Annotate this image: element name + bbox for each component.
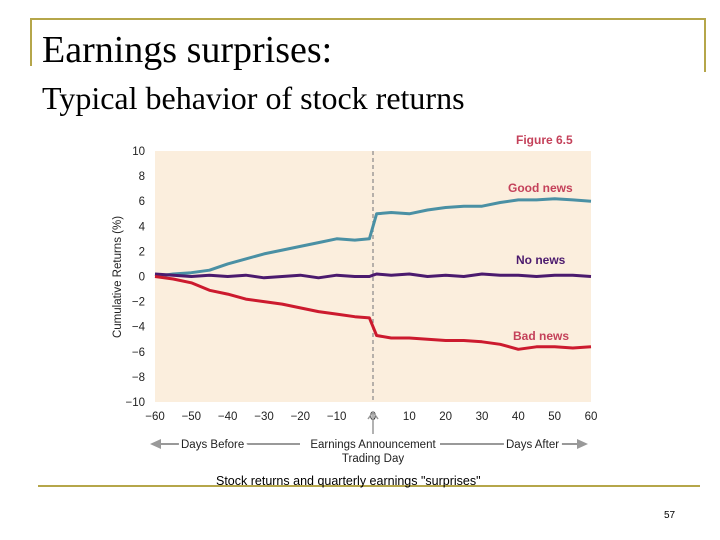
- frame-left-rule: [30, 18, 32, 66]
- page-number: 57: [664, 510, 676, 521]
- y-tick-label: −10: [125, 397, 145, 409]
- y-tick-label: −8: [132, 372, 145, 384]
- frame-right-rule: [704, 18, 706, 72]
- series-label-no-news: No news: [516, 253, 566, 267]
- x-tick-label: −60: [145, 411, 165, 423]
- right-arrowhead-icon: [577, 439, 588, 449]
- y-tick-label: 2: [139, 246, 145, 258]
- x-tick-label: −10: [327, 411, 347, 423]
- x-tick-label: 50: [548, 411, 561, 423]
- frame-bottom-rule: [38, 485, 700, 487]
- y-tick-label: 4: [139, 221, 146, 233]
- x-axis-sublabel: Trading Day: [342, 453, 404, 465]
- y-tick-label: −6: [132, 347, 145, 359]
- y-tick-label: 0: [139, 272, 145, 284]
- y-tick-label: −2: [132, 297, 145, 309]
- series-line-bad-news: [154, 275, 592, 351]
- x-axis-ticks: −60−50−40−30−20−100102030405060: [145, 411, 597, 423]
- y-tick-label: 10: [132, 146, 145, 158]
- days-after-label: Days After: [506, 439, 559, 451]
- left-arrowhead-icon: [150, 439, 161, 449]
- y-tick-label: 8: [139, 171, 145, 183]
- series-line-no-news: [154, 272, 592, 280]
- x-tick-label: −20: [291, 411, 311, 423]
- x-tick-label: 60: [585, 411, 598, 423]
- y-axis-label: Cumulative Returns (%): [112, 216, 124, 338]
- y-axis-ticks: 10 8 6 4 2 0 −2 −4 −6 −8 −10: [125, 146, 145, 409]
- series-line-good-news: [154, 197, 592, 278]
- figure-label: Figure 6.5: [516, 133, 573, 147]
- up-arrowhead-icon: [367, 410, 379, 420]
- x-tick-label: −40: [218, 411, 238, 423]
- slide-subtitle: Typical behavior of stock returns: [42, 80, 465, 116]
- y-tick-label: −4: [132, 322, 146, 334]
- x-tick-label: 30: [476, 411, 489, 423]
- slide-title: Earnings surprises:: [42, 29, 333, 71]
- figure-caption: Stock returns and quarterly earnings "su…: [216, 474, 481, 488]
- x-axis-label: Earnings Announcement: [310, 439, 436, 451]
- x-tick-label: 40: [512, 411, 525, 423]
- days-before-label: Days Before: [181, 439, 244, 451]
- x-tick-label: −50: [182, 411, 202, 423]
- x-tick-label: 20: [439, 411, 452, 423]
- x-tick-label: −30: [254, 411, 274, 423]
- series-label-bad-news: Bad news: [513, 329, 569, 343]
- series-label-good-news: Good news: [508, 181, 573, 195]
- frame-top-rule: [30, 18, 706, 20]
- y-tick-label: 6: [139, 196, 145, 208]
- x-tick-label: 10: [403, 411, 416, 423]
- series-lines: [154, 197, 592, 351]
